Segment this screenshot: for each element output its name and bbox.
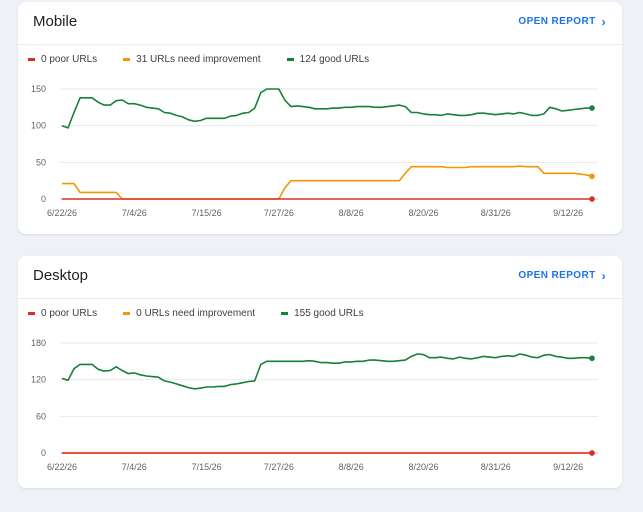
desktop-y-tick-label: 180 — [31, 338, 46, 348]
desktop-x-tick-label: 7/27/26 — [264, 462, 294, 472]
mobile-y-tick-label: 100 — [31, 121, 46, 131]
chevron-right-icon: › — [601, 14, 606, 29]
mobile-x-tick-label: 8/31/26 — [481, 208, 511, 218]
mobile-x-tick-label: 7/27/26 — [264, 208, 294, 218]
needs-improvement-swatch-icon — [123, 58, 131, 61]
good-swatch-icon — [281, 312, 289, 315]
desktop-card-title: Desktop — [33, 267, 89, 284]
mobile-legend-good-label: 124 good URLs — [299, 54, 370, 65]
mobile-legend-poor[interactable]: 0 poor URLs — [28, 54, 97, 65]
desktop-y-tick-label: 60 — [36, 411, 46, 421]
desktop-y-tick-label: 0 — [41, 448, 46, 458]
desktop-x-tick-label: 7/15/26 — [192, 462, 222, 472]
mobile-x-tick-label: 9/12/26 — [553, 208, 583, 218]
good-swatch-icon — [286, 58, 294, 61]
desktop-legend-poor[interactable]: 0 poor URLs — [28, 308, 97, 319]
mobile-y-tick-label: 50 — [36, 157, 46, 167]
mobile-series-poor-end-point — [589, 196, 595, 202]
chevron-right-icon: › — [601, 268, 606, 283]
desktop-legend-needs[interactable]: 0 URLs need improvement — [123, 308, 255, 319]
desktop-series-good-line — [61, 353, 593, 390]
mobile-series-needs-end-point — [589, 173, 595, 180]
desktop-card: Desktop OPEN REPORT › 0 poor URLs 0 URLs… — [18, 256, 622, 488]
desktop-legend-poor-label: 0 poor URLs — [41, 308, 98, 319]
mobile-legend-poor-label: 0 poor URLs — [41, 54, 98, 65]
mobile-series-good-end-point — [589, 105, 595, 111]
desktop-y-tick-label: 120 — [31, 375, 46, 385]
desktop-legend-needs-label: 0 URLs need improvement — [136, 308, 256, 319]
desktop-legend-good-label: 155 good URLs — [294, 308, 364, 319]
mobile-card: Mobile OPEN REPORT › 0 poor URLs 31 URLs… — [18, 2, 622, 234]
desktop-series-poor-end-point — [589, 450, 595, 456]
desktop-x-tick-label: 6/22/26 — [47, 462, 77, 472]
desktop-chart: 0 60 120 180 6/22/26 7/4/26 7/15/26 7/27/26 8/8/… — [31, 338, 598, 472]
mobile-x-tick-label: 7/4/26 — [122, 208, 147, 218]
mobile-y-tick-label: 150 — [31, 84, 46, 94]
desktop-legend-good[interactable]: 155 good URLs — [281, 308, 364, 319]
desktop-open-report-link[interactable]: OPEN REPORT › — [518, 268, 606, 283]
mobile-x-tick-label: 8/20/26 — [408, 208, 438, 218]
mobile-y-tick-label: 0 — [41, 194, 46, 204]
desktop-x-tick-label: 8/8/26 — [339, 462, 364, 472]
poor-swatch-icon — [28, 312, 35, 315]
desktop-open-report-label: OPEN REPORT — [518, 270, 596, 281]
mobile-card-header: Mobile OPEN REPORT › — [18, 2, 622, 45]
needs-improvement-swatch-icon — [123, 312, 131, 315]
desktop-legend: 0 poor URLs 0 URLs need improvement 155 … — [28, 308, 364, 319]
mobile-series-good-line — [61, 88, 592, 129]
mobile-legend-needs-label: 31 URLs need improvement — [136, 54, 261, 65]
mobile-chart: 0 50 100 150 6/22/26 7/4/26 7/15/26 7/27/26 8/8/… — [31, 84, 598, 218]
mobile-open-report-link[interactable]: OPEN REPORT › — [518, 14, 606, 29]
mobile-open-report-label: OPEN REPORT — [518, 16, 596, 27]
poor-swatch-icon — [28, 58, 35, 61]
mobile-legend-needs[interactable]: 31 URLs need improvement — [123, 54, 261, 65]
mobile-x-tick-label: 7/15/26 — [192, 208, 222, 218]
desktop-card-header: Desktop OPEN REPORT › — [18, 256, 622, 299]
mobile-series-needs-line — [62, 165, 593, 200]
desktop-x-tick-label: 8/20/26 — [408, 462, 438, 472]
mobile-x-tick-label: 6/22/26 — [47, 208, 77, 218]
mobile-legend-good[interactable]: 124 good URLs — [286, 54, 370, 65]
mobile-x-tick-label: 8/8/26 — [339, 208, 364, 218]
mobile-card-title: Mobile — [33, 13, 78, 30]
desktop-x-tick-label: 8/31/26 — [481, 462, 511, 472]
desktop-x-tick-label: 9/12/26 — [553, 462, 583, 472]
desktop-x-tick-label: 7/4/26 — [122, 462, 147, 472]
desktop-series-good-end-point — [589, 355, 595, 362]
mobile-legend: 0 poor URLs 31 URLs need improvement 124… — [28, 54, 369, 65]
